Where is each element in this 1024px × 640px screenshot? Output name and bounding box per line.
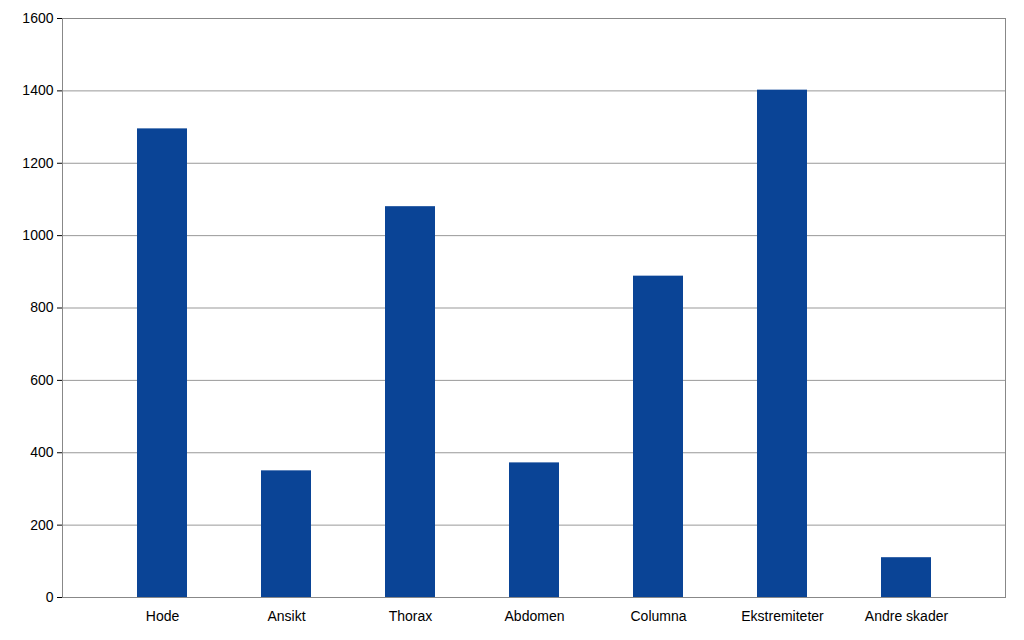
svg-text:0: 0 xyxy=(46,589,54,605)
svg-text:Abdomen: Abdomen xyxy=(505,608,565,624)
svg-text:1400: 1400 xyxy=(22,82,53,98)
svg-text:800: 800 xyxy=(30,299,54,315)
svg-text:200: 200 xyxy=(30,517,54,533)
svg-text:Thorax: Thorax xyxy=(389,608,433,624)
svg-text:400: 400 xyxy=(30,444,54,460)
svg-text:1200: 1200 xyxy=(22,155,53,171)
svg-text:Ekstremiteter: Ekstremiteter xyxy=(741,608,824,624)
svg-text:600: 600 xyxy=(30,372,54,388)
svg-text:1000: 1000 xyxy=(22,227,53,243)
svg-text:1600: 1600 xyxy=(22,10,53,26)
svg-text:Columna: Columna xyxy=(630,608,686,624)
svg-text:Andre skader: Andre skader xyxy=(865,608,949,624)
svg-text:Ansikt: Ansikt xyxy=(267,608,305,624)
svg-text:Hode: Hode xyxy=(146,608,180,624)
